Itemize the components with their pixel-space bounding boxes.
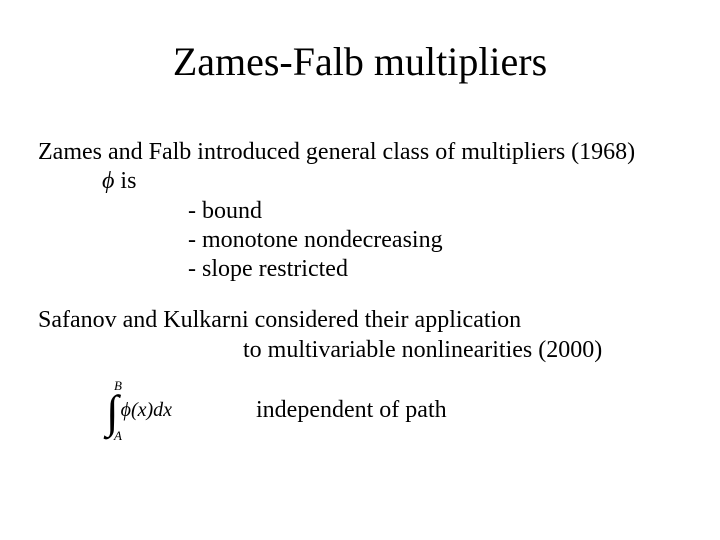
integral-core: ∫ ϕ(x)dx [106,392,172,429]
bullet-list: - bound - monotone nondecreasing - slope… [38,197,682,285]
slide-body: Zames and Falb introduced general class … [38,138,682,442]
phi-symbol: ϕ [102,168,114,194]
bullet-bound: - bound [188,197,682,226]
phi-is-text: is [114,168,136,194]
integral-row: B ∫ ϕ(x)dx A independent of path [38,379,682,442]
safanov-line-2: to multivariable nonlinearities (2000) [38,336,682,365]
integral-expression: B ∫ ϕ(x)dx A [106,379,216,442]
slide: Zames-Falb multipliers Zames and Falb in… [0,0,720,540]
intro-text: Zames and Falb introduced general class … [38,138,682,167]
integrand-text: ϕ(x)dx [119,400,172,420]
safanov-paragraph: Safanov and Kulkarni considered their ap… [38,306,682,365]
bullet-monotone: - monotone nondecreasing [188,226,682,255]
independent-text: independent of path [256,396,447,425]
bullet-slope: - slope restricted [188,255,682,284]
slide-title: Zames-Falb multipliers [0,38,720,85]
integral-sign-icon: ∫ [106,394,119,431]
phi-line: ϕ is [38,167,682,196]
safanov-line-1: Safanov and Kulkarni considered their ap… [38,306,682,335]
